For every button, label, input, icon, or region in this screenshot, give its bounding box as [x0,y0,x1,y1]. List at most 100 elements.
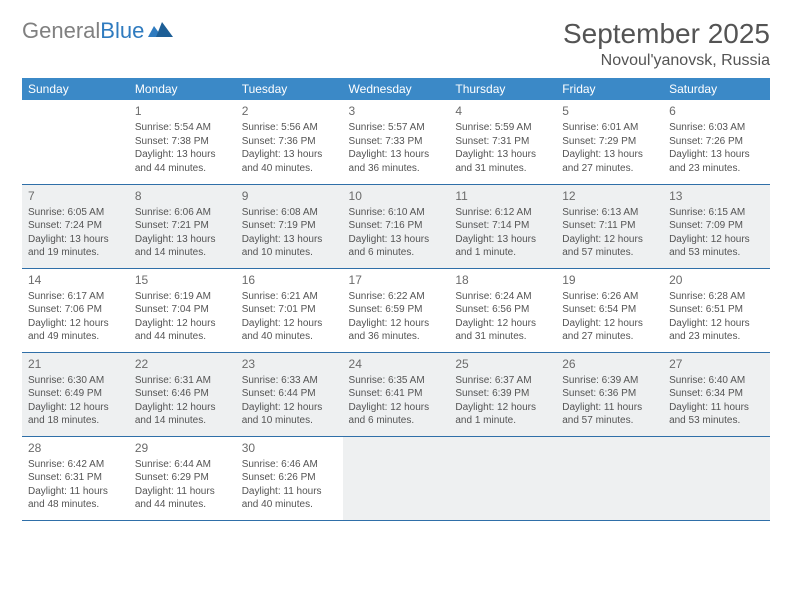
day2-text: and 40 minutes. [242,498,337,512]
sunset-text: Sunset: 6:54 PM [562,303,657,317]
sunset-text: Sunset: 6:49 PM [28,387,123,401]
day2-text: and 44 minutes. [135,330,230,344]
day-header: Friday [556,78,663,100]
day2-text: and 10 minutes. [242,414,337,428]
sunrise-text: Sunrise: 6:01 AM [562,121,657,135]
calendar-cell: 18Sunrise: 6:24 AMSunset: 6:56 PMDayligh… [449,268,556,352]
day2-text: and 23 minutes. [669,162,764,176]
sunrise-text: Sunrise: 6:13 AM [562,206,657,220]
day2-text: and 53 minutes. [669,414,764,428]
sunrise-text: Sunrise: 6:08 AM [242,206,337,220]
calendar-cell: 29Sunrise: 6:44 AMSunset: 6:29 PMDayligh… [129,436,236,520]
day2-text: and 44 minutes. [135,162,230,176]
day1-text: Daylight: 12 hours [562,233,657,247]
day2-text: and 27 minutes. [562,162,657,176]
sunrise-text: Sunrise: 6:24 AM [455,290,550,304]
sunset-text: Sunset: 6:44 PM [242,387,337,401]
day1-text: Daylight: 13 hours [455,148,550,162]
sunset-text: Sunset: 7:38 PM [135,135,230,149]
calendar-cell [663,436,770,520]
sunset-text: Sunset: 7:04 PM [135,303,230,317]
calendar-cell [556,436,663,520]
sunrise-text: Sunrise: 6:46 AM [242,458,337,472]
day-number: 15 [135,272,230,288]
sunset-text: Sunset: 6:31 PM [28,471,123,485]
day2-text: and 31 minutes. [455,330,550,344]
day2-text: and 40 minutes. [242,162,337,176]
day2-text: and 48 minutes. [28,498,123,512]
calendar-cell: 6Sunrise: 6:03 AMSunset: 7:26 PMDaylight… [663,100,770,184]
sunset-text: Sunset: 7:36 PM [242,135,337,149]
calendar-cell: 22Sunrise: 6:31 AMSunset: 6:46 PMDayligh… [129,352,236,436]
calendar-cell: 16Sunrise: 6:21 AMSunset: 7:01 PMDayligh… [236,268,343,352]
day2-text: and 36 minutes. [349,330,444,344]
day-number: 21 [28,356,123,372]
day2-text: and 31 minutes. [455,162,550,176]
day-number: 10 [349,188,444,204]
day-number: 1 [135,103,230,119]
calendar-cell: 30Sunrise: 6:46 AMSunset: 6:26 PMDayligh… [236,436,343,520]
day2-text: and 44 minutes. [135,498,230,512]
calendar-cell: 10Sunrise: 6:10 AMSunset: 7:16 PMDayligh… [343,184,450,268]
calendar-cell: 17Sunrise: 6:22 AMSunset: 6:59 PMDayligh… [343,268,450,352]
sunrise-text: Sunrise: 6:30 AM [28,374,123,388]
day1-text: Daylight: 13 hours [242,148,337,162]
day1-text: Daylight: 12 hours [455,401,550,415]
sunrise-text: Sunrise: 6:17 AM [28,290,123,304]
day-number: 26 [562,356,657,372]
sunrise-text: Sunrise: 6:21 AM [242,290,337,304]
day-number: 28 [28,440,123,456]
day-number: 4 [455,103,550,119]
sunrise-text: Sunrise: 6:03 AM [669,121,764,135]
day-number: 19 [562,272,657,288]
sunset-text: Sunset: 7:29 PM [562,135,657,149]
day2-text: and 6 minutes. [349,414,444,428]
logo-mark-icon [148,18,174,44]
day1-text: Daylight: 13 hours [562,148,657,162]
day2-text: and 14 minutes. [135,246,230,260]
day1-text: Daylight: 12 hours [455,317,550,331]
sunrise-text: Sunrise: 5:57 AM [349,121,444,135]
day1-text: Daylight: 13 hours [349,233,444,247]
day2-text: and 6 minutes. [349,246,444,260]
calendar-cell: 19Sunrise: 6:26 AMSunset: 6:54 PMDayligh… [556,268,663,352]
day1-text: Daylight: 13 hours [455,233,550,247]
sunset-text: Sunset: 7:26 PM [669,135,764,149]
day-header: Tuesday [236,78,343,100]
calendar-week: 7Sunrise: 6:05 AMSunset: 7:24 PMDaylight… [22,184,770,268]
calendar-cell [449,436,556,520]
header: GeneralBlue September 2025 Novoul'yanovs… [22,18,770,70]
calendar-cell: 25Sunrise: 6:37 AMSunset: 6:39 PMDayligh… [449,352,556,436]
sunrise-text: Sunrise: 6:10 AM [349,206,444,220]
sunset-text: Sunset: 7:19 PM [242,219,337,233]
day1-text: Daylight: 13 hours [135,233,230,247]
logo: GeneralBlue [22,18,174,44]
day1-text: Daylight: 12 hours [28,317,123,331]
calendar-table: SundayMondayTuesdayWednesdayThursdayFrid… [22,78,770,521]
day1-text: Daylight: 12 hours [669,317,764,331]
day1-text: Daylight: 11 hours [242,485,337,499]
day2-text: and 14 minutes. [135,414,230,428]
day-number: 30 [242,440,337,456]
sunset-text: Sunset: 7:14 PM [455,219,550,233]
day-number: 5 [562,103,657,119]
day2-text: and 23 minutes. [669,330,764,344]
day1-text: Daylight: 13 hours [242,233,337,247]
day1-text: Daylight: 12 hours [242,401,337,415]
sunrise-text: Sunrise: 6:28 AM [669,290,764,304]
sunset-text: Sunset: 7:33 PM [349,135,444,149]
sunset-text: Sunset: 6:51 PM [669,303,764,317]
calendar-cell: 15Sunrise: 6:19 AMSunset: 7:04 PMDayligh… [129,268,236,352]
sunrise-text: Sunrise: 6:35 AM [349,374,444,388]
calendar-cell: 28Sunrise: 6:42 AMSunset: 6:31 PMDayligh… [22,436,129,520]
calendar-cell: 20Sunrise: 6:28 AMSunset: 6:51 PMDayligh… [663,268,770,352]
day2-text: and 1 minute. [455,414,550,428]
sunset-text: Sunset: 6:34 PM [669,387,764,401]
day-header: Monday [129,78,236,100]
sunrise-text: Sunrise: 6:12 AM [455,206,550,220]
sunrise-text: Sunrise: 6:05 AM [28,206,123,220]
calendar-cell: 23Sunrise: 6:33 AMSunset: 6:44 PMDayligh… [236,352,343,436]
day-number: 17 [349,272,444,288]
calendar-cell: 8Sunrise: 6:06 AMSunset: 7:21 PMDaylight… [129,184,236,268]
day-number: 29 [135,440,230,456]
